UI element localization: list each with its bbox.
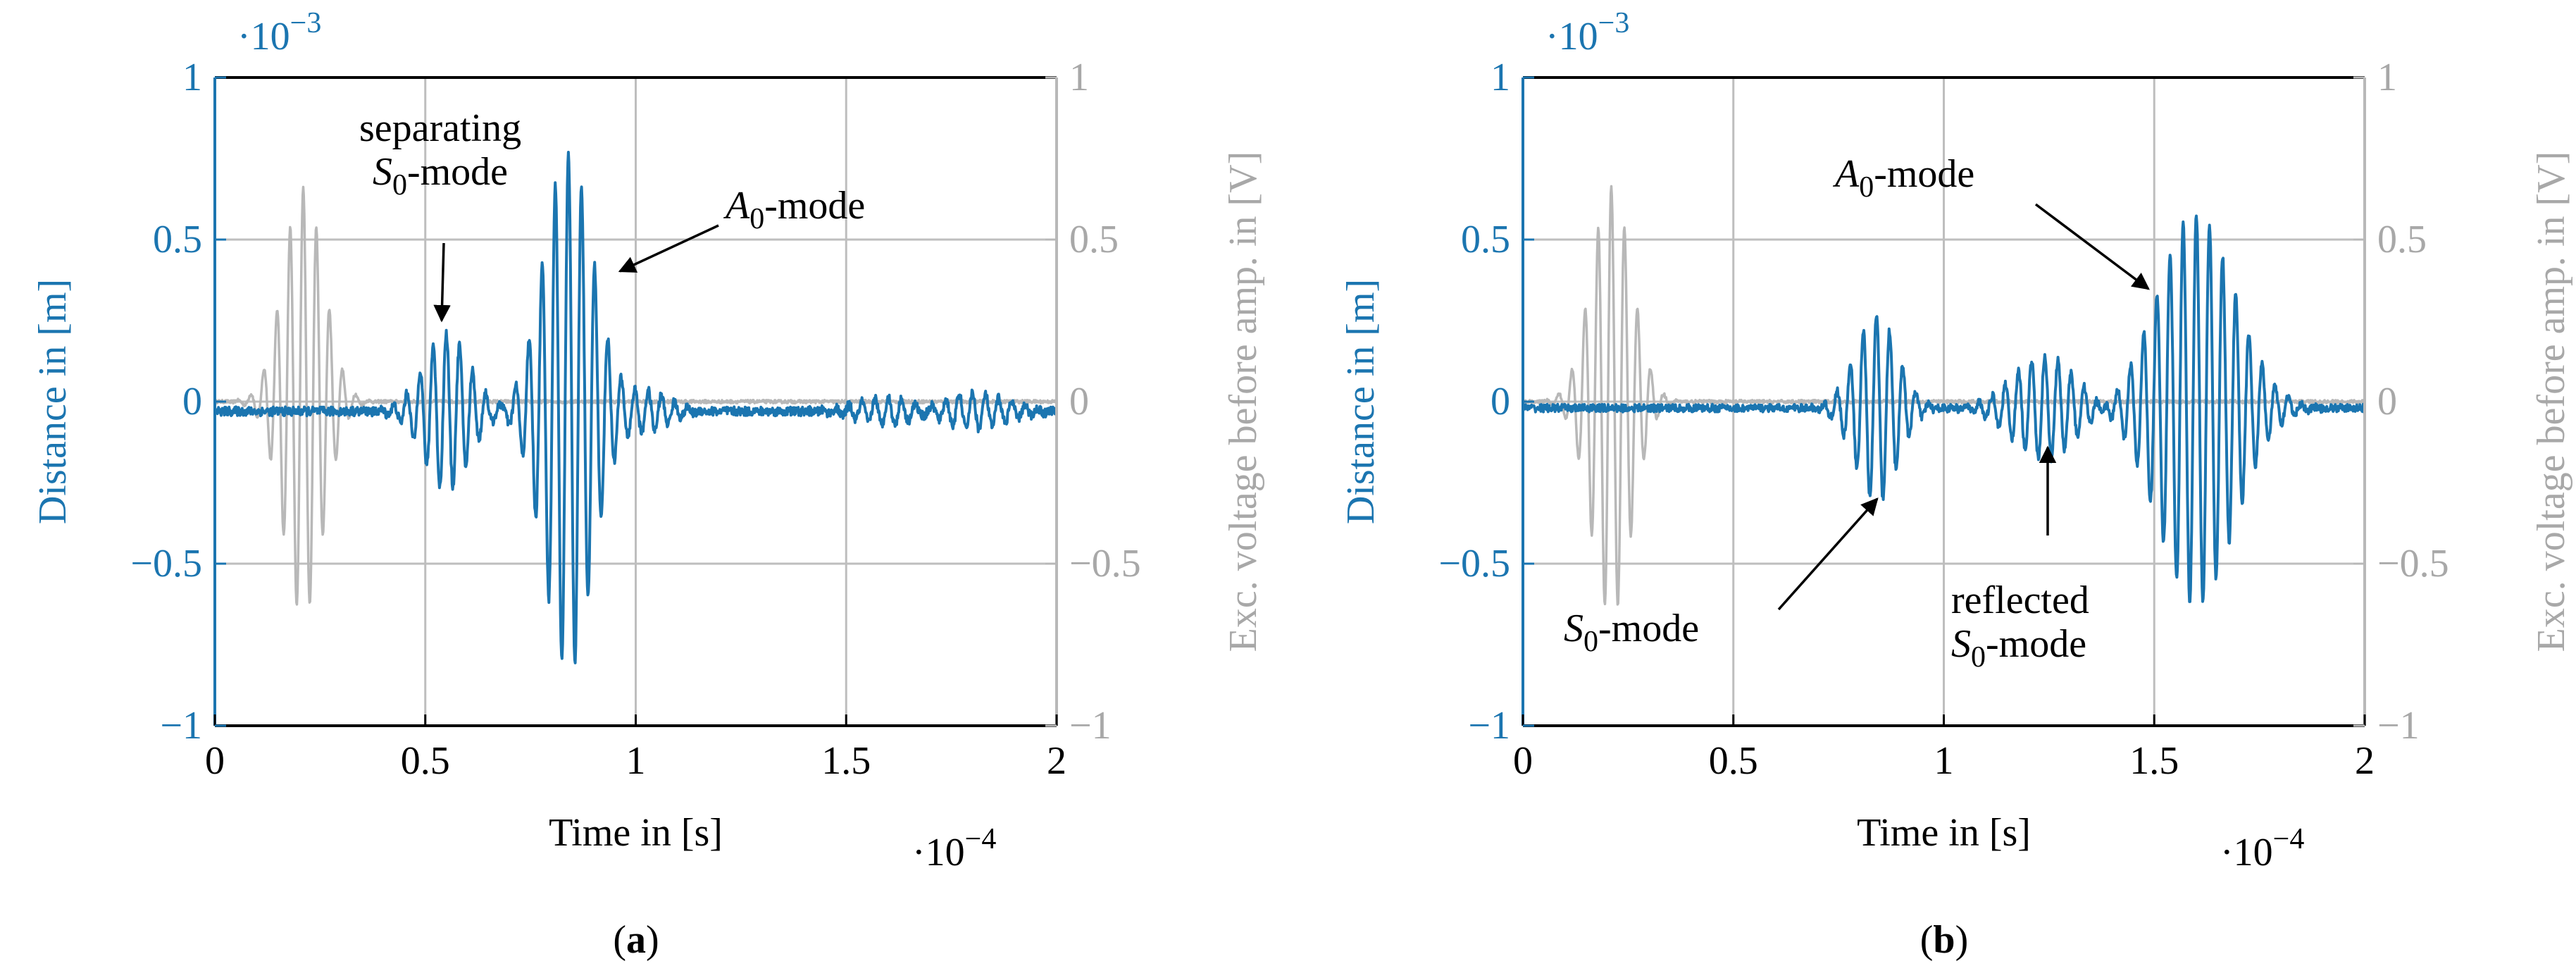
- y-tick-label-left: −0.5: [1438, 542, 1510, 586]
- annotation-text: A0-mode: [1832, 152, 1974, 204]
- y-tick-label-right: 0.5: [1069, 218, 1119, 261]
- x-scale-factor: ·10−4: [912, 823, 996, 874]
- x-tick-label: 0.5: [1709, 739, 1758, 783]
- annotation-arrow: [2034, 203, 2150, 290]
- y-tick-label-right: −1: [2377, 704, 2420, 748]
- y-axis-label-left: Distance in [m]: [31, 279, 75, 524]
- y-tick-label-left: 0.5: [1461, 218, 1510, 261]
- annotation-text: A0-mode: [723, 184, 865, 235]
- y-axis-label-right: Exc. voltage before amp. in [V]: [1221, 151, 1265, 652]
- y-scale-factor: ·10−3: [237, 7, 321, 58]
- y-tick-label-left: −1: [160, 704, 202, 748]
- y-tick-label-left: 0: [1491, 380, 1510, 423]
- x-axis-label: Time in [s]: [1857, 811, 2031, 855]
- annotation-text: reflected: [1951, 578, 2089, 622]
- y-tick-label-left: 1: [182, 56, 202, 99]
- s0-label: S0-mode: [1564, 497, 1879, 658]
- y-tick-label-right: 1: [2377, 56, 2397, 99]
- y-tick-label-right: 0: [1069, 380, 1089, 423]
- y-tick-label-right: −1: [1069, 704, 1112, 748]
- panel-caption: (b): [1920, 918, 1968, 962]
- annotation-text: separating: [359, 106, 521, 150]
- x-tick-label: 0: [1513, 739, 1533, 783]
- x-tick-label: 1: [626, 739, 646, 783]
- annotation-text: S0-mode: [373, 150, 508, 202]
- annotation-arrow: [618, 224, 719, 273]
- x-tick-label: 0.5: [401, 739, 450, 783]
- x-tick-label: 1.5: [2129, 739, 2179, 783]
- x-axis-label: Time in [s]: [549, 811, 723, 855]
- y-scale-factor: ·10−3: [1545, 7, 1629, 58]
- x-tick-label: 1.5: [821, 739, 871, 783]
- y-tick-label-left: −0.5: [130, 542, 202, 586]
- annotation-arrow: [1777, 497, 1879, 611]
- x-tick-label: 2: [2355, 739, 2375, 783]
- y-tick-label-right: 0: [2377, 380, 2397, 423]
- y-axis-label-right: Exc. voltage before amp. in [V]: [2530, 151, 2573, 652]
- x-tick-label: 0: [205, 739, 225, 783]
- y-tick-label-right: −0.5: [2377, 542, 2449, 586]
- panel-caption: (a): [613, 918, 659, 962]
- a0-label: A0-mode: [1832, 152, 2150, 290]
- annotation-text: S0-mode: [1951, 622, 2086, 674]
- y-tick-label-left: −1: [1468, 704, 1510, 748]
- annotation-arrow: [433, 242, 451, 323]
- annotation-text: S0-mode: [1564, 607, 1699, 658]
- x-tick-label: 1: [1934, 739, 1954, 783]
- x-tick-label: 2: [1047, 739, 1066, 783]
- distance-line: [213, 151, 1058, 664]
- y-tick-label-left: 1: [1491, 56, 1510, 99]
- y-axis-label-left: Distance in [m]: [1339, 279, 1383, 524]
- y-tick-label-left: 0.5: [153, 218, 202, 261]
- y-tick-label-left: 0: [182, 380, 202, 423]
- y-tick-label-right: 1: [1069, 56, 1089, 99]
- distance-line: [1522, 214, 2366, 603]
- a0-label: A0-mode: [618, 184, 865, 273]
- x-scale-factor: ·10−4: [2220, 823, 2304, 874]
- y-tick-label-right: 0.5: [2377, 218, 2427, 261]
- y-tick-label-right: −0.5: [1069, 542, 1141, 586]
